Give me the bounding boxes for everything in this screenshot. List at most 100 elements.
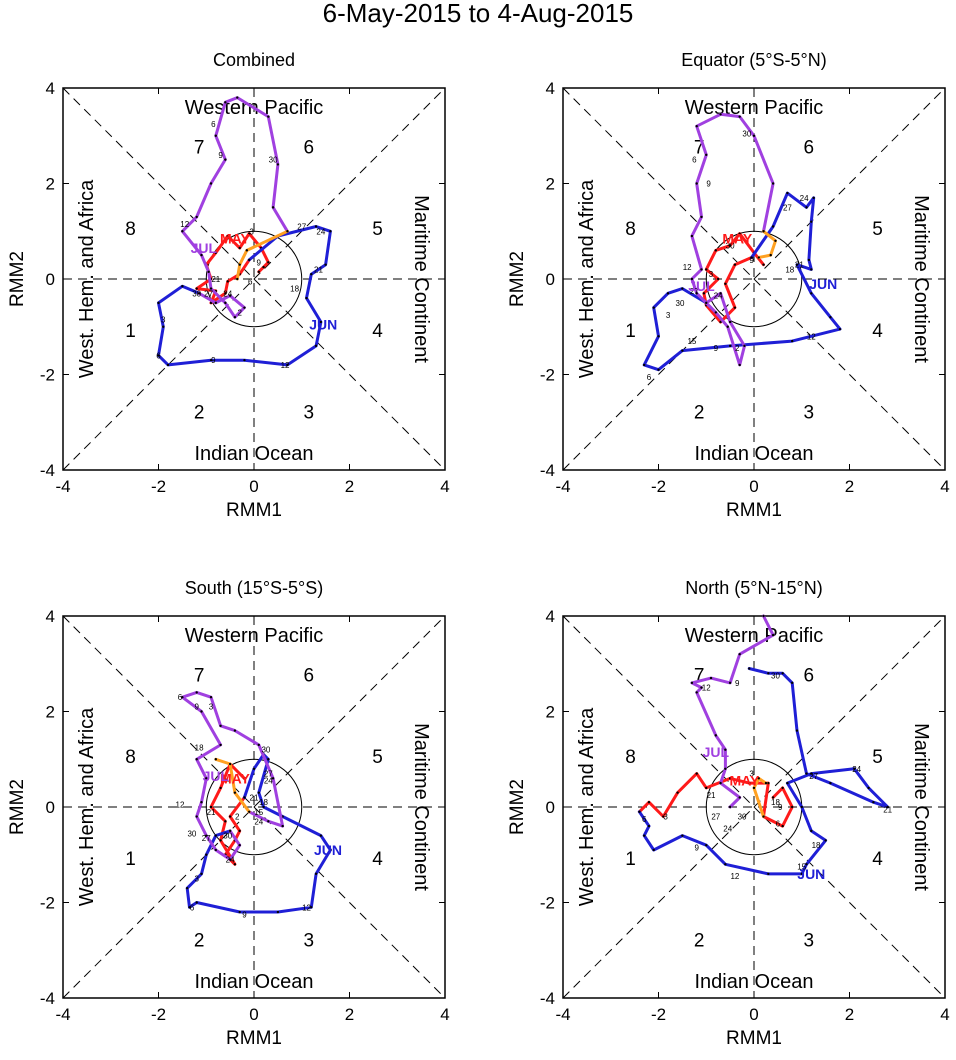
series-point	[662, 815, 665, 818]
series-point	[200, 872, 203, 876]
series-point	[733, 263, 737, 266]
date-label: 12	[180, 220, 189, 229]
date-label: 12	[702, 684, 711, 693]
series-point	[709, 676, 713, 680]
series-point	[771, 796, 775, 799]
region-label-right: Maritime Continent	[410, 723, 432, 891]
series-point	[209, 805, 213, 809]
series-point	[647, 824, 651, 828]
series-point	[197, 292, 201, 295]
panel-title: Equator (5°S-5°N)	[681, 50, 826, 70]
series-point	[314, 872, 318, 876]
y-tick-label: 4	[46, 607, 55, 626]
series-point	[233, 316, 237, 319]
date-label: 21	[250, 793, 259, 802]
series-point	[695, 125, 698, 128]
date-label: 6	[776, 820, 781, 829]
series-point	[329, 230, 332, 233]
series-point	[205, 853, 208, 856]
phase-number: 8	[625, 747, 636, 768]
rmm-panel-top-right: Equator (5°S-5°N)-4-4-2-2002244RMM1RMM2W…	[507, 50, 950, 521]
series-line-july	[690, 112, 775, 367]
date-label: 30	[269, 156, 278, 165]
series-point	[267, 758, 270, 761]
series-point	[762, 263, 765, 266]
series-point	[764, 781, 768, 785]
date-label: 24	[226, 856, 235, 865]
series-point	[762, 815, 765, 818]
series-point	[209, 358, 213, 362]
series-point	[219, 786, 222, 790]
series-point	[786, 191, 789, 195]
series-point	[238, 829, 241, 833]
series-point	[795, 729, 799, 732]
date-label: 6	[692, 156, 697, 165]
diagonal-line	[562, 87, 946, 471]
date-label: 30	[676, 299, 685, 308]
date-label: 6	[647, 373, 652, 382]
y-tick-label: -4	[540, 461, 555, 480]
phase-number: 2	[194, 402, 205, 423]
series-point	[743, 344, 746, 348]
series-point	[166, 363, 170, 367]
x-tick-label: 4	[940, 1005, 949, 1024]
series-point	[805, 772, 808, 775]
phase-number: 7	[694, 666, 705, 687]
series-point	[791, 805, 794, 809]
y-tick-label: -2	[540, 366, 555, 385]
series-point	[228, 829, 232, 833]
series-point	[286, 363, 289, 367]
series-point	[690, 681, 694, 685]
date-label: 27	[264, 770, 273, 779]
month-label-jun: JUN	[797, 866, 825, 882]
series-point	[700, 686, 703, 689]
series-point	[810, 829, 813, 833]
series-point	[805, 863, 808, 866]
month-label-may: MAY	[730, 773, 760, 789]
series-point	[738, 115, 741, 118]
region-label-right: Maritime Continent	[910, 195, 932, 363]
series-point	[228, 762, 232, 766]
series-point	[695, 182, 698, 185]
date-label: 18	[812, 841, 821, 850]
series-point	[236, 277, 239, 281]
series-point	[257, 791, 260, 794]
series-point	[748, 781, 751, 785]
region-label-bottom: Indian Ocean	[195, 971, 314, 993]
series-point	[228, 294, 232, 297]
series-point	[226, 280, 229, 283]
phase-number: 5	[372, 747, 383, 768]
series-point	[695, 292, 698, 295]
region-label-bottom: Indian Ocean	[195, 443, 314, 465]
phase-number: 2	[694, 930, 705, 951]
date-label: 21	[707, 791, 716, 800]
region-label-bottom: Indian Ocean	[695, 443, 814, 465]
series-point	[200, 801, 203, 804]
series-point	[228, 858, 232, 861]
series-point	[262, 265, 265, 269]
date-label: 6	[642, 815, 647, 824]
date-label: 3	[161, 316, 166, 325]
y-tick-label: 4	[546, 607, 555, 626]
series-point	[310, 273, 313, 276]
series-point	[695, 772, 698, 775]
phase-number: 3	[304, 402, 315, 423]
series-point	[705, 844, 708, 847]
region-label-left: West. Hem. and Africa	[576, 707, 598, 906]
series-point	[195, 758, 198, 761]
month-label-jun: JUN	[309, 316, 337, 332]
phase-number: 1	[625, 849, 636, 870]
series-point	[271, 206, 275, 209]
phase-number: 3	[804, 930, 815, 951]
series-point	[719, 781, 722, 785]
date-label: 3	[666, 311, 671, 320]
date-label: 9	[194, 703, 199, 712]
date-label: 24	[723, 824, 732, 833]
series-point	[838, 327, 842, 331]
series-point	[724, 748, 727, 751]
series-point	[695, 691, 698, 694]
series-point	[738, 232, 741, 235]
y-tick-label: 4	[546, 79, 555, 98]
series-point	[719, 320, 722, 324]
series-line-august	[235, 229, 289, 281]
